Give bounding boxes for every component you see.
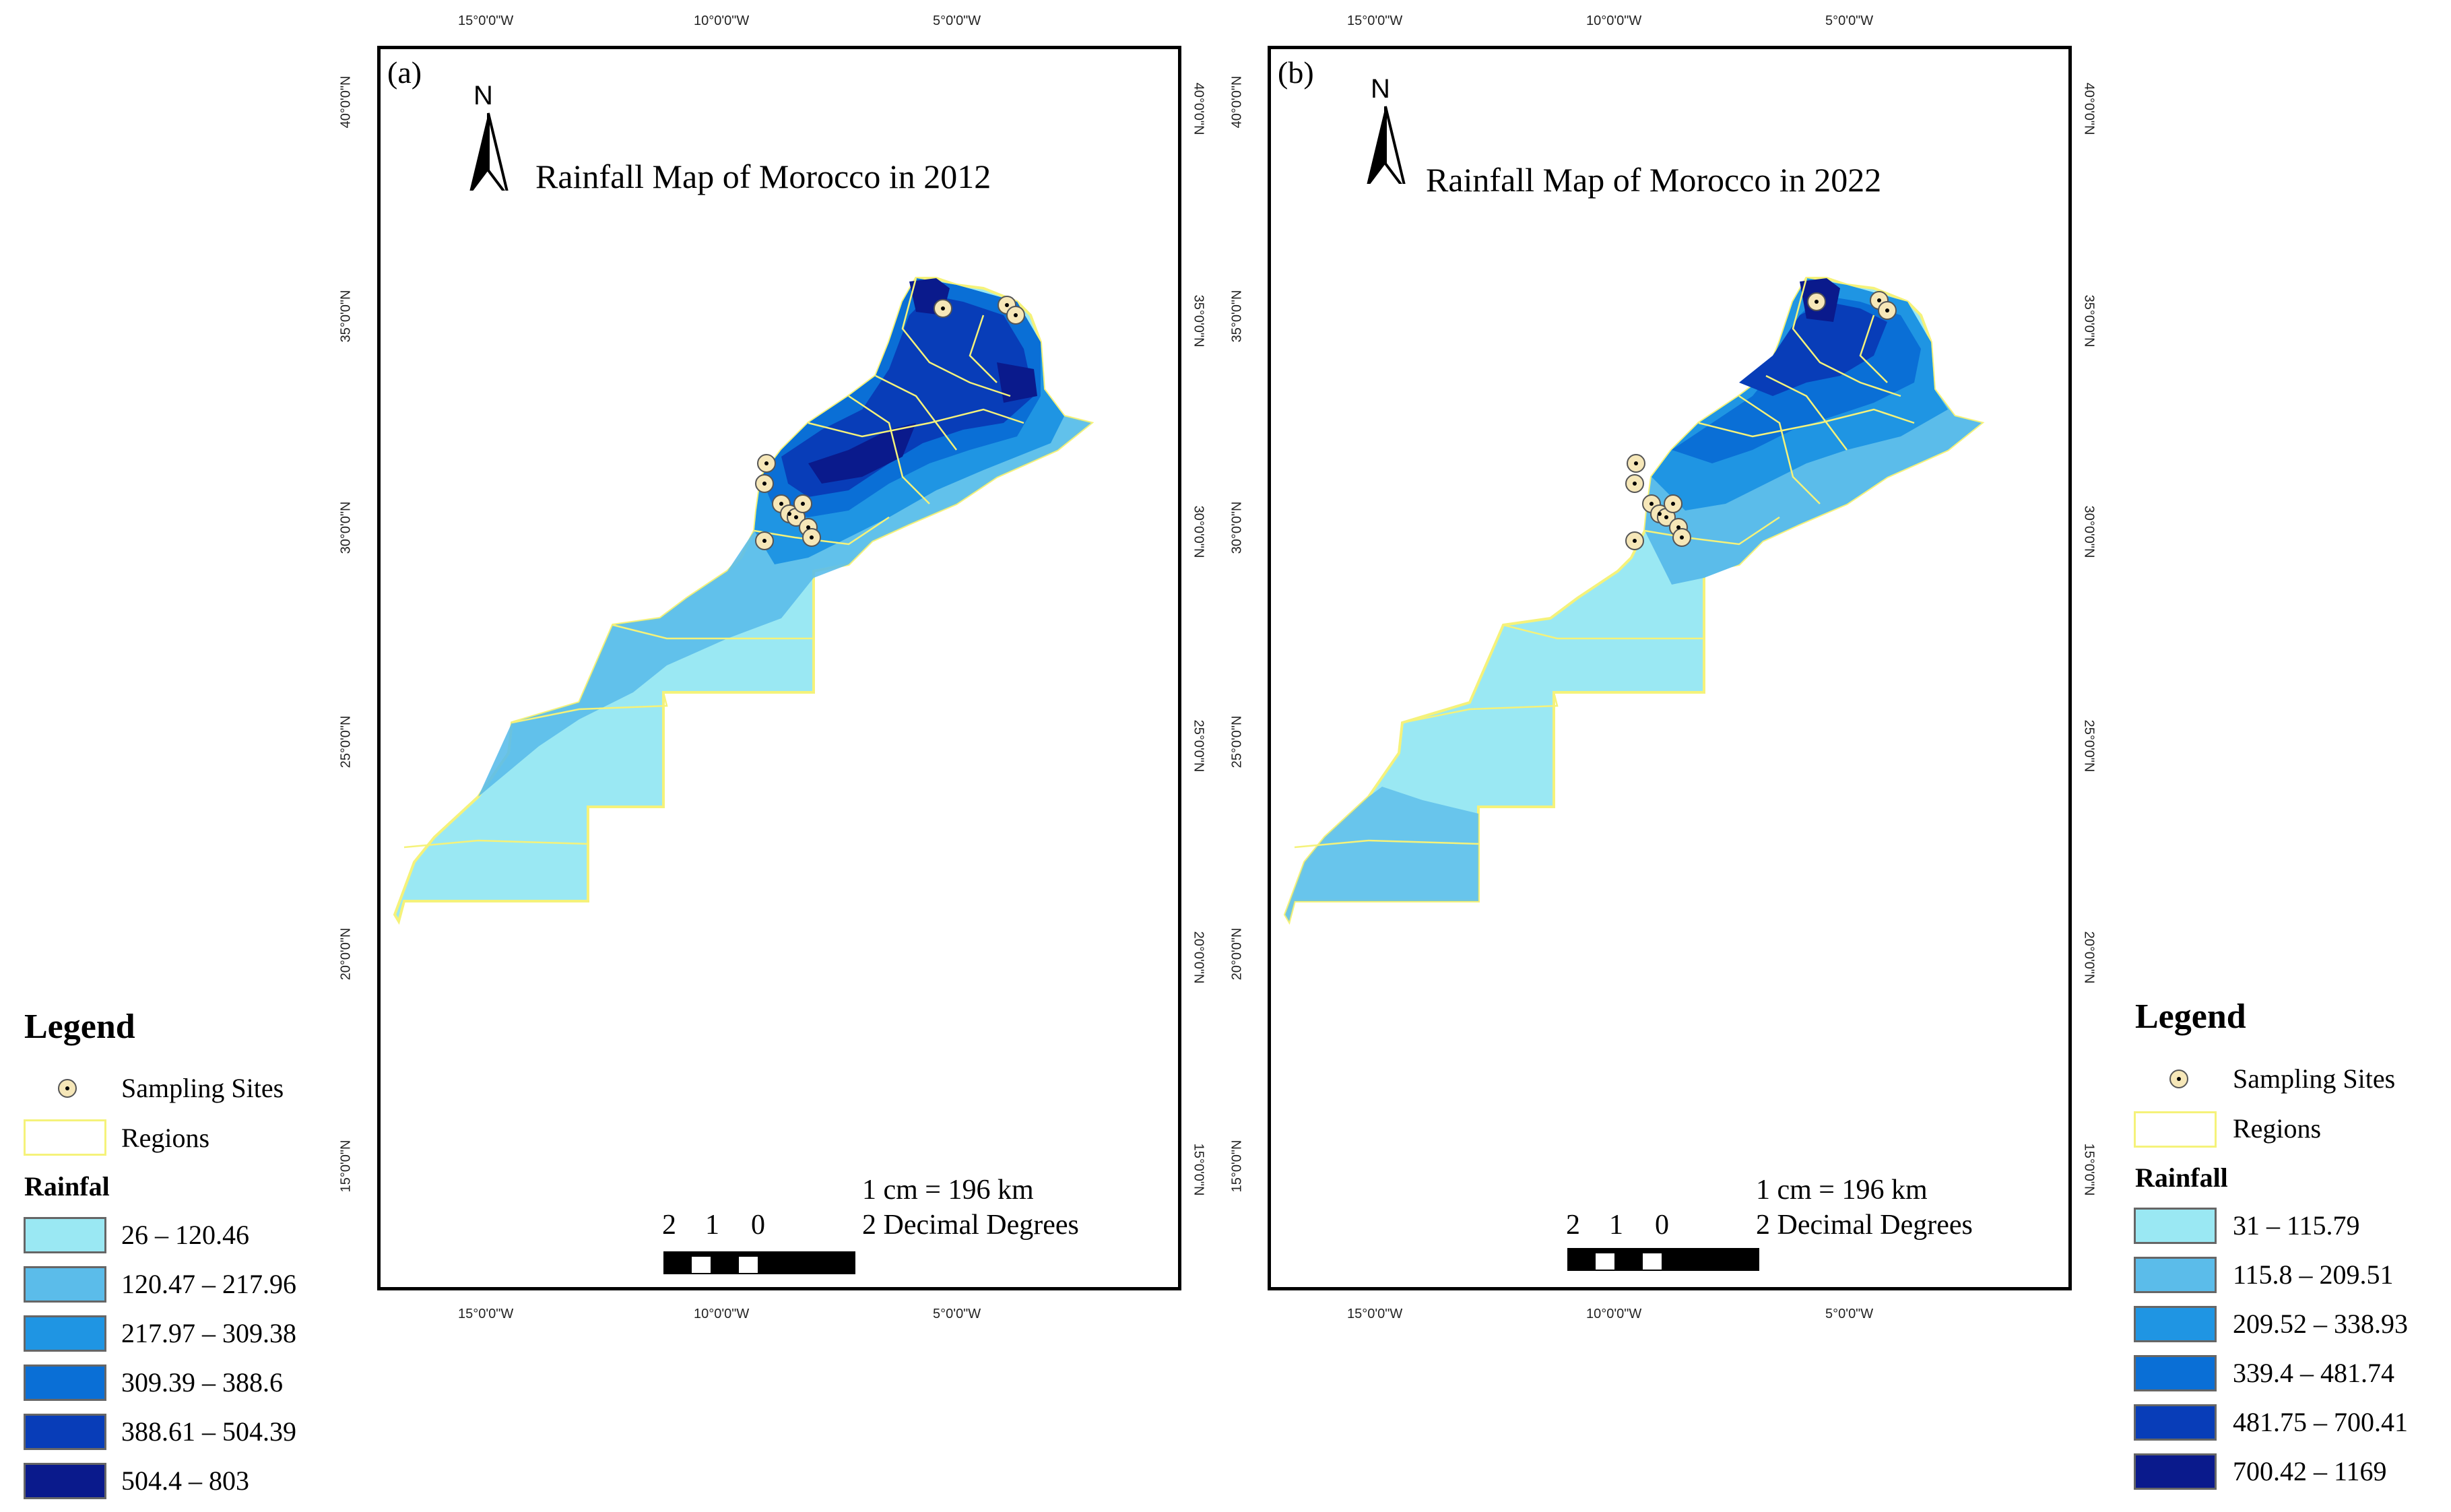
scale-tick-0: 0 <box>751 1210 765 1241</box>
map-panel-2022: (b) Rainfall Map of Morocco in 2022 N <box>1268 46 2072 1290</box>
legend-regions-label: Regions <box>2233 1113 2322 1144</box>
legend-class-label: 115.8 – 209.51 <box>2233 1259 2394 1290</box>
lat-tick-right: 35°0'0"N <box>2081 294 2097 348</box>
lon-tick-top: 15°0'0"W <box>1347 13 1403 28</box>
scale-bar <box>663 1251 855 1274</box>
legend-swatch <box>24 1365 106 1401</box>
north-arrow-icon: N <box>469 81 509 191</box>
legend-class-label: 481.75 – 700.41 <box>2233 1407 2408 1437</box>
legend-class-label: 31 – 115.79 <box>2233 1210 2360 1241</box>
lat-tick-left: 40°0'0"N <box>1229 75 1245 129</box>
lon-tick-top: 15°0'0"W <box>458 13 514 28</box>
legend-class-label: 120.47 – 217.96 <box>121 1269 296 1299</box>
sampling-site-icon <box>2169 1070 2188 1088</box>
morocco-rainfall-map <box>393 277 1094 925</box>
map-title: Rainfall Map of Morocco in 2012 <box>535 158 991 195</box>
legend-swatch <box>2134 1306 2217 1342</box>
lat-tick-right: 40°0'0"N <box>1191 82 1206 135</box>
legend-rainfall-label: Rainfal <box>24 1171 110 1202</box>
north-label: N <box>1371 74 1390 104</box>
lat-tick-right: 30°0'0"N <box>1191 505 1206 558</box>
map-panel-2012: (a) Rainfall Map of Morocco in 2012 N <box>377 46 1181 1290</box>
lat-tick-left: 20°0'0"N <box>1229 927 1245 981</box>
legend-swatch <box>24 1315 106 1352</box>
lat-tick-right: 35°0'0"N <box>1191 294 1206 348</box>
lat-tick-right: 30°0'0"N <box>2081 505 2097 558</box>
lat-tick-left: 40°0'0"N <box>338 75 354 129</box>
legend-class-label: 504.4 – 803 <box>121 1466 249 1496</box>
scale-tick-0: 0 <box>1655 1210 1669 1241</box>
legend-rainfall-label: Rainfall <box>2135 1162 2228 1193</box>
lat-tick-left: 20°0'0"N <box>338 927 354 981</box>
legend-class-label: 217.97 – 309.38 <box>121 1318 296 1348</box>
scale-units: 2 Decimal Degrees <box>1756 1210 1973 1241</box>
lat-tick-right: 15°0'0"N <box>1191 1143 1206 1196</box>
scale-ratio: 1 cm = 196 km <box>862 1175 1034 1206</box>
legend-class-label: 209.52 – 338.93 <box>2233 1309 2408 1339</box>
lon-tick-top: 10°0'0"W <box>694 13 750 28</box>
legend-swatch <box>24 1463 106 1499</box>
lat-tick-left: 25°0'0"N <box>338 715 354 768</box>
lon-tick-top: 5°0'0"W <box>933 13 981 28</box>
lon-tick-bottom: 5°0'0"W <box>1825 1307 1874 1321</box>
legend-class-label: 26 – 120.46 <box>121 1220 249 1250</box>
legend-class-label: 388.61 – 504.39 <box>121 1416 296 1447</box>
scale-bar <box>1567 1248 1759 1271</box>
lat-tick-left: 15°0'0"N <box>338 1140 354 1193</box>
lat-tick-left: 35°0'0"N <box>1229 290 1245 343</box>
lat-tick-left: 30°0'0"N <box>338 501 354 554</box>
lat-tick-left: 30°0'0"N <box>1229 501 1245 554</box>
north-arrow-icon: N <box>1367 74 1406 184</box>
lat-tick-right: 15°0'0"N <box>2081 1143 2097 1196</box>
lat-tick-right: 25°0'0"N <box>1191 719 1206 773</box>
lat-tick-right: 25°0'0"N <box>2081 719 2097 773</box>
regions-swatch <box>24 1119 106 1156</box>
legend-swatch <box>2134 1355 2217 1391</box>
north-label: N <box>473 81 493 110</box>
legend-title: Legend <box>2135 997 2246 1036</box>
lat-tick-left: 25°0'0"N <box>1229 715 1245 768</box>
sampling-site-icon <box>58 1079 77 1098</box>
legend-class-label: 339.4 – 481.74 <box>2233 1358 2394 1388</box>
legend-swatch <box>2134 1208 2217 1244</box>
map-title: Rainfall Map of Morocco in 2022 <box>1426 161 1882 199</box>
legend-sites-label: Sampling Sites <box>121 1073 284 1103</box>
lon-tick-top: 10°0'0"W <box>1586 13 1642 28</box>
lat-tick-left: 35°0'0"N <box>338 290 354 343</box>
legend-swatch <box>2134 1453 2217 1490</box>
panel-label: (a) <box>387 55 422 90</box>
lon-tick-bottom: 10°0'0"W <box>694 1307 750 1321</box>
legend-sites-label: Sampling Sites <box>2233 1063 2396 1094</box>
legend-class-label: 700.42 – 1169 <box>2233 1456 2387 1486</box>
legend-title: Legend <box>24 1008 135 1046</box>
lat-tick-right: 40°0'0"N <box>2081 82 2097 135</box>
lat-tick-right: 20°0'0"N <box>2081 931 2097 984</box>
scale-tick-1: 1 <box>1609 1210 1623 1241</box>
legend-swatch <box>24 1266 106 1303</box>
legend-swatch <box>24 1217 106 1253</box>
morocco-rainfall-map <box>1283 277 1985 925</box>
scale-ratio: 1 cm = 196 km <box>1756 1175 1928 1206</box>
legend-swatch <box>24 1414 106 1450</box>
legend-swatch <box>2134 1404 2217 1441</box>
lat-tick-right: 20°0'0"N <box>1191 931 1206 984</box>
lat-tick-left: 15°0'0"N <box>1229 1140 1245 1193</box>
panel-label: (b) <box>1278 55 1314 90</box>
lon-tick-bottom: 5°0'0"W <box>933 1307 981 1321</box>
scale-units: 2 Decimal Degrees <box>862 1210 1079 1241</box>
scale-tick-1: 1 <box>705 1210 719 1241</box>
legend-swatch <box>2134 1257 2217 1293</box>
scale-tick-2: 2 <box>662 1210 676 1241</box>
legend-class-label: 309.39 – 388.6 <box>121 1367 283 1398</box>
legend-regions-label: Regions <box>121 1123 210 1153</box>
lon-tick-bottom: 15°0'0"W <box>1347 1307 1403 1321</box>
lon-tick-bottom: 15°0'0"W <box>458 1307 514 1321</box>
regions-swatch <box>2134 1111 2217 1148</box>
lon-tick-top: 5°0'0"W <box>1825 13 1874 28</box>
scale-tick-2: 2 <box>1566 1210 1580 1241</box>
lon-tick-bottom: 10°0'0"W <box>1586 1307 1642 1321</box>
